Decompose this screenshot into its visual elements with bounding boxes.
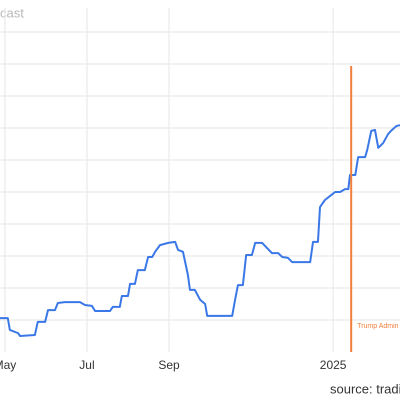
annotation-label: Trump Admin	[357, 323, 398, 330]
x-tick-label: Sep	[158, 358, 180, 372]
source-note: source: trading	[330, 381, 400, 396]
x-tick-label: Jul	[79, 358, 94, 372]
chart-title: cast	[0, 5, 24, 20]
x-tick-label: 2025	[320, 358, 347, 372]
data-line	[0, 124, 400, 337]
x-tick-label: May	[0, 358, 16, 372]
